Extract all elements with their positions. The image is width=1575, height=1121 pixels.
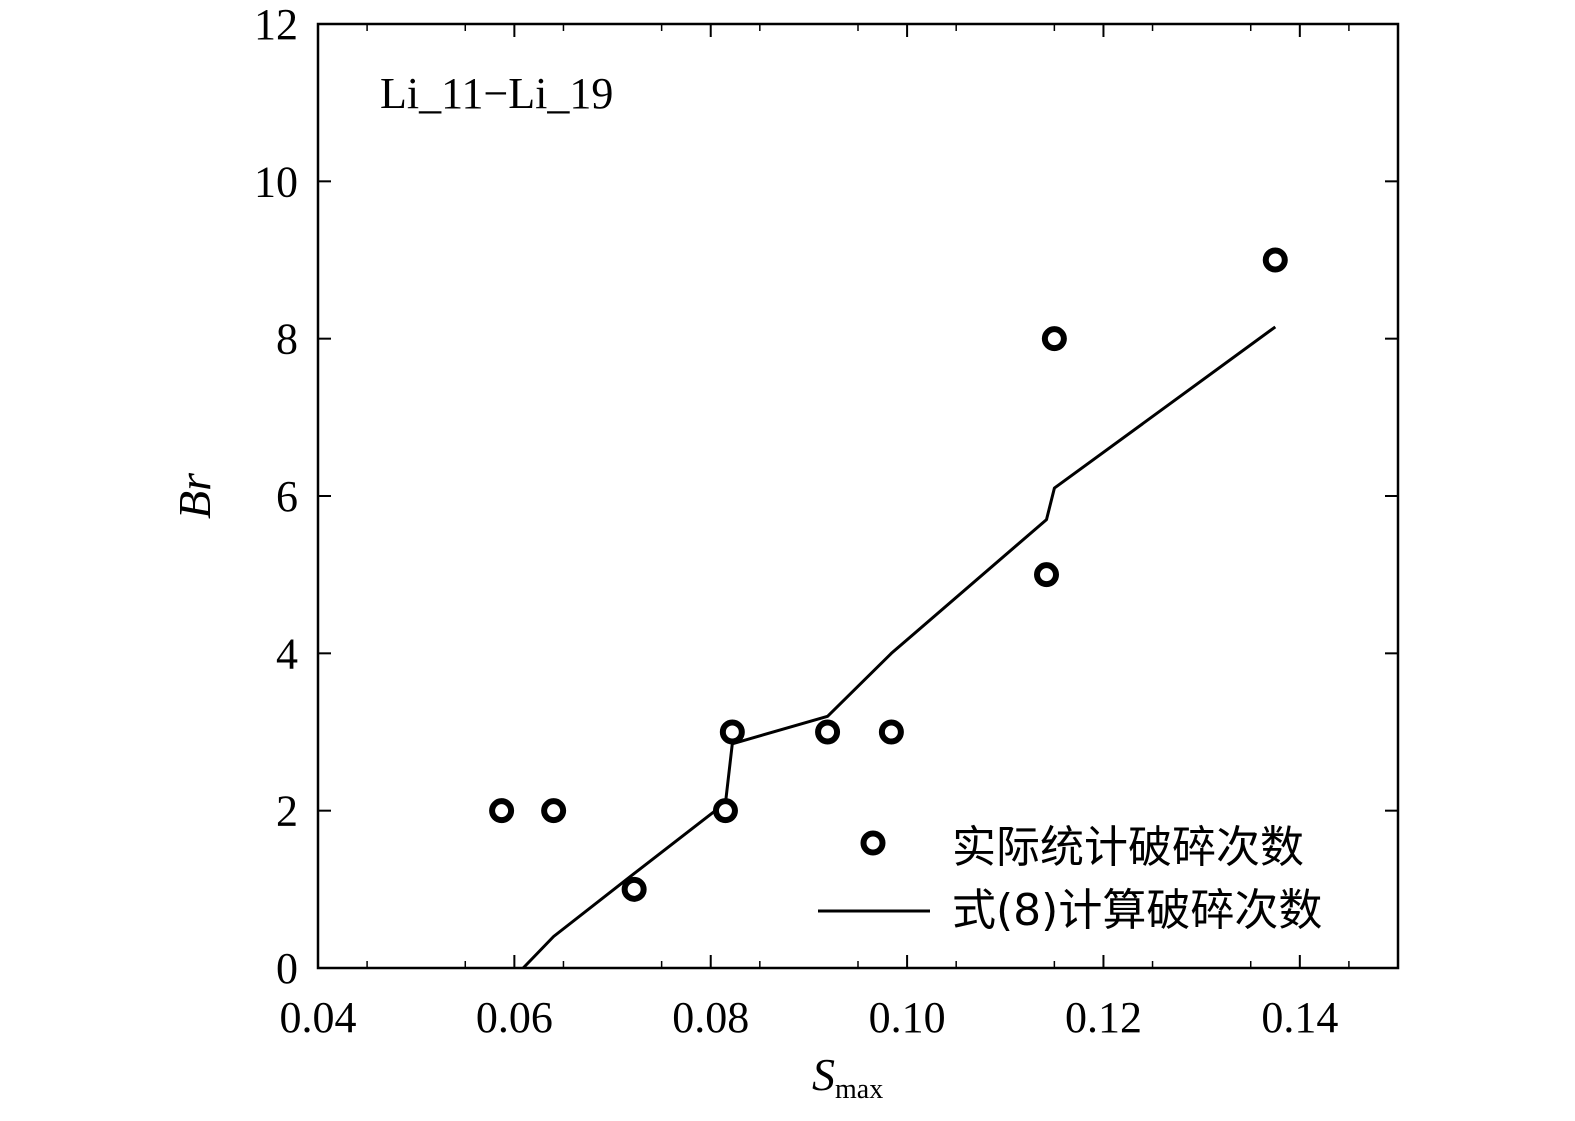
x-tick-label: 0.04 bbox=[280, 993, 357, 1042]
data-point-observed bbox=[719, 719, 745, 745]
data-point-observed bbox=[712, 798, 738, 824]
x-tick-label: 0.08 bbox=[672, 993, 749, 1042]
y-tick-label: 10 bbox=[254, 157, 298, 206]
x-tick-label: 0.14 bbox=[1261, 993, 1338, 1042]
data-point-observed bbox=[1034, 562, 1060, 588]
legend-label-calculated: 式(8)计算破碎次数 bbox=[952, 885, 1322, 936]
y-tick-label: 8 bbox=[276, 315, 298, 364]
y-tick-label: 12 bbox=[254, 0, 298, 49]
legend-marker-observed bbox=[860, 830, 886, 856]
data-point-observed bbox=[621, 876, 647, 902]
chart-annotation: Li_11−Li_19 bbox=[380, 69, 613, 118]
y-axis-title: Br bbox=[169, 472, 220, 519]
y-tick-label: 0 bbox=[276, 944, 298, 993]
data-point-observed bbox=[489, 798, 515, 824]
legend-circle-observed bbox=[860, 830, 886, 856]
data-point-observed bbox=[1262, 247, 1288, 273]
legend: 实际统计破碎次数 式(8)计算破碎次数 bbox=[818, 822, 1322, 936]
axis-ticks bbox=[317, 23, 1398, 969]
series-line-calculated bbox=[522, 325, 1277, 970]
y-tick-label: 2 bbox=[276, 787, 298, 836]
data-point-observed bbox=[878, 719, 904, 745]
legend-label-observed: 实际统计破碎次数 bbox=[952, 822, 1304, 873]
data-point-observed bbox=[1041, 326, 1067, 352]
data-point-observed bbox=[815, 719, 841, 745]
y-tick-labels: 0 2 4 6 8 10 12 bbox=[254, 0, 298, 993]
y-tick-label: 4 bbox=[276, 629, 298, 678]
x-axis-title-main: S bbox=[812, 1049, 835, 1100]
x-tick-label: 0.06 bbox=[476, 993, 553, 1042]
x-tick-labels: 0.04 0.06 0.08 0.10 0.12 0.14 bbox=[280, 993, 1339, 1042]
y-tick-label: 6 bbox=[276, 472, 298, 521]
x-tick-label: 0.12 bbox=[1065, 993, 1142, 1042]
data-point-observed bbox=[541, 798, 567, 824]
x-axis-title-subscript: max bbox=[835, 1074, 883, 1105]
series-layer bbox=[489, 247, 1288, 970]
x-tick-label: 0.10 bbox=[869, 993, 946, 1042]
x-axis-title: Smax bbox=[812, 1049, 883, 1105]
